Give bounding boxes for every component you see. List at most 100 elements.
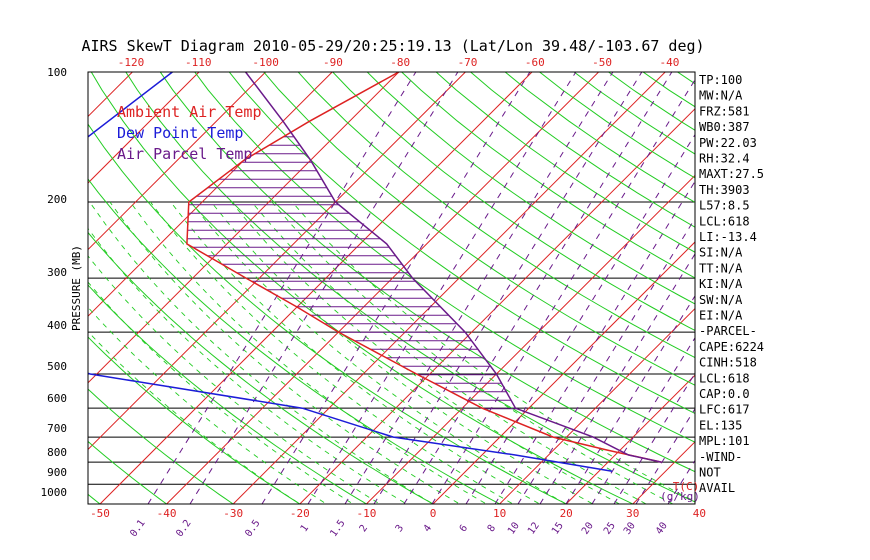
index-line: LFC:617 (699, 403, 750, 417)
mixing-ratio-line (307, 72, 577, 504)
isotherm-line (232, 72, 666, 504)
moist-adiabat-line (88, 227, 408, 504)
index-line: WB0:387 (699, 120, 750, 134)
index-line: -WIND- (699, 450, 742, 464)
index-line: SW:N/A (699, 293, 743, 307)
index-line: LCL:618 (699, 371, 750, 385)
top-tick-label: -110 (185, 56, 212, 69)
isotherm-line (299, 108, 695, 504)
dry-adiabat-line (88, 440, 168, 504)
mixing-ratio-label: 30 (622, 520, 638, 536)
isotherm-line (366, 174, 695, 504)
mixing-ratio-unit: (g/kg) (660, 490, 700, 503)
mixing-ratio-line (517, 217, 695, 504)
index-line: KI:N/A (699, 277, 743, 291)
dry-adiabat-line (504, 72, 695, 203)
bottom-tick-label: -50 (90, 507, 110, 520)
mixing-ratio-label: 6 (458, 523, 470, 534)
index-line: EL:135 (699, 418, 742, 432)
bottom-tick-label: -40 (157, 507, 177, 520)
curve-air-parcel-temp (245, 72, 662, 463)
legend-entry: Air Parcel Temp (117, 145, 252, 163)
moist-adiabat-line (210, 201, 594, 504)
dry-adiabat-line (90, 72, 634, 504)
legend-entry: Dew Point Temp (117, 124, 243, 142)
mixing-ratio-line (591, 336, 695, 504)
dry-adiabat-line (125, 72, 695, 503)
dry-adiabat-line (332, 72, 695, 332)
mixing-ratio-line (373, 72, 643, 504)
dry-adiabat-line (194, 72, 695, 443)
moist-adiabat-line (89, 201, 434, 504)
y-tick-label: 1000 (41, 486, 68, 499)
isotherm-line (432, 241, 695, 504)
bottom-tick-label: 0 (430, 507, 437, 520)
bottom-tick-label: -10 (356, 507, 376, 520)
index-line: AVAIL (699, 481, 735, 495)
y-axis-label: PRESSURE (MB) (70, 245, 83, 331)
isotherm-line (88, 72, 200, 184)
mixing-ratio-line (613, 372, 695, 504)
index-line: MW:N/A (699, 89, 743, 103)
y-tick-label: 100 (47, 66, 67, 79)
moist-adiabat-line (231, 201, 621, 504)
mixing-ratio-label: 40 (654, 520, 670, 536)
index-line: CAP:0.0 (699, 387, 750, 401)
dry-adiabat-line (816, 52, 870, 513)
isotherm-line (99, 72, 533, 504)
mixing-ratio-line (539, 253, 695, 504)
mixing-ratio-label: 12 (526, 520, 542, 536)
isotherm-line (166, 72, 599, 504)
dry-adiabat-line (88, 231, 435, 504)
index-line: TT:N/A (699, 261, 743, 275)
chart-title: AIRS SkewT Diagram 2010-05-29/20:25:19.1… (81, 37, 704, 55)
mixing-ratio-line (565, 294, 695, 504)
mixing-ratio-line (431, 78, 695, 504)
curve-dew-point-temp (88, 72, 613, 473)
mixing-ratio-line (147, 72, 417, 504)
dry-adiabat-line (297, 72, 695, 359)
bottom-tick-label: 10 (493, 507, 506, 520)
index-line: CINH:518 (699, 356, 757, 370)
index-line: LI:-13.4 (699, 230, 757, 244)
isotherm-line (88, 72, 333, 317)
top-tick-label: -50 (592, 56, 612, 69)
index-line: MAXT:27.5 (699, 167, 764, 181)
index-line: FRZ:581 (699, 104, 750, 118)
index-line: -PARCEL- (699, 324, 757, 338)
mixing-ratio-label: 10 (506, 520, 522, 536)
cape-hatch-area (187, 136, 518, 410)
curve-ambient-air-temp (186, 72, 662, 463)
mixing-ratio-line (261, 72, 531, 504)
dry-adiabat-line (400, 72, 695, 279)
mixing-ratio-label: 20 (580, 520, 596, 536)
mixing-ratio-label: 0.5 (243, 518, 262, 539)
dry-adiabat-line (88, 388, 235, 504)
moist-adiabat-line (88, 306, 328, 504)
moist-adiabat-line (109, 201, 461, 504)
index-line: RH:32.4 (699, 152, 750, 166)
isotherm-line (499, 307, 695, 504)
top-tick-label: -40 (659, 56, 679, 69)
mixing-ratio-line (189, 72, 459, 504)
y-tick-label: 500 (47, 360, 67, 373)
top-tick-label: -120 (118, 56, 145, 69)
legend-entry: Ambient Air Temp (117, 103, 262, 121)
index-line: TH:3903 (699, 183, 750, 197)
dry-adiabat-line (88, 336, 301, 504)
mixing-ratio-label: 3 (394, 523, 406, 534)
moist-adiabat-line (88, 255, 381, 504)
mixing-ratio-label: 8 (486, 523, 498, 534)
dry-adiabat-line (782, 52, 870, 513)
y-tick-label: 800 (47, 446, 67, 459)
y-tick-label: 900 (47, 466, 67, 479)
mixing-ratio-line (344, 72, 614, 504)
dry-adiabat-line (88, 123, 568, 504)
dry-adiabat-line (0, 52, 44, 513)
index-line: PW:22.03 (699, 136, 757, 150)
legend: Ambient Air Temp Dew Point Temp Air Parcel… (117, 103, 262, 163)
index-line: NOT (699, 466, 721, 480)
dry-adiabat-line (263, 72, 695, 386)
isotherm-line (88, 72, 266, 251)
bottom-tick-label: -30 (223, 507, 243, 520)
